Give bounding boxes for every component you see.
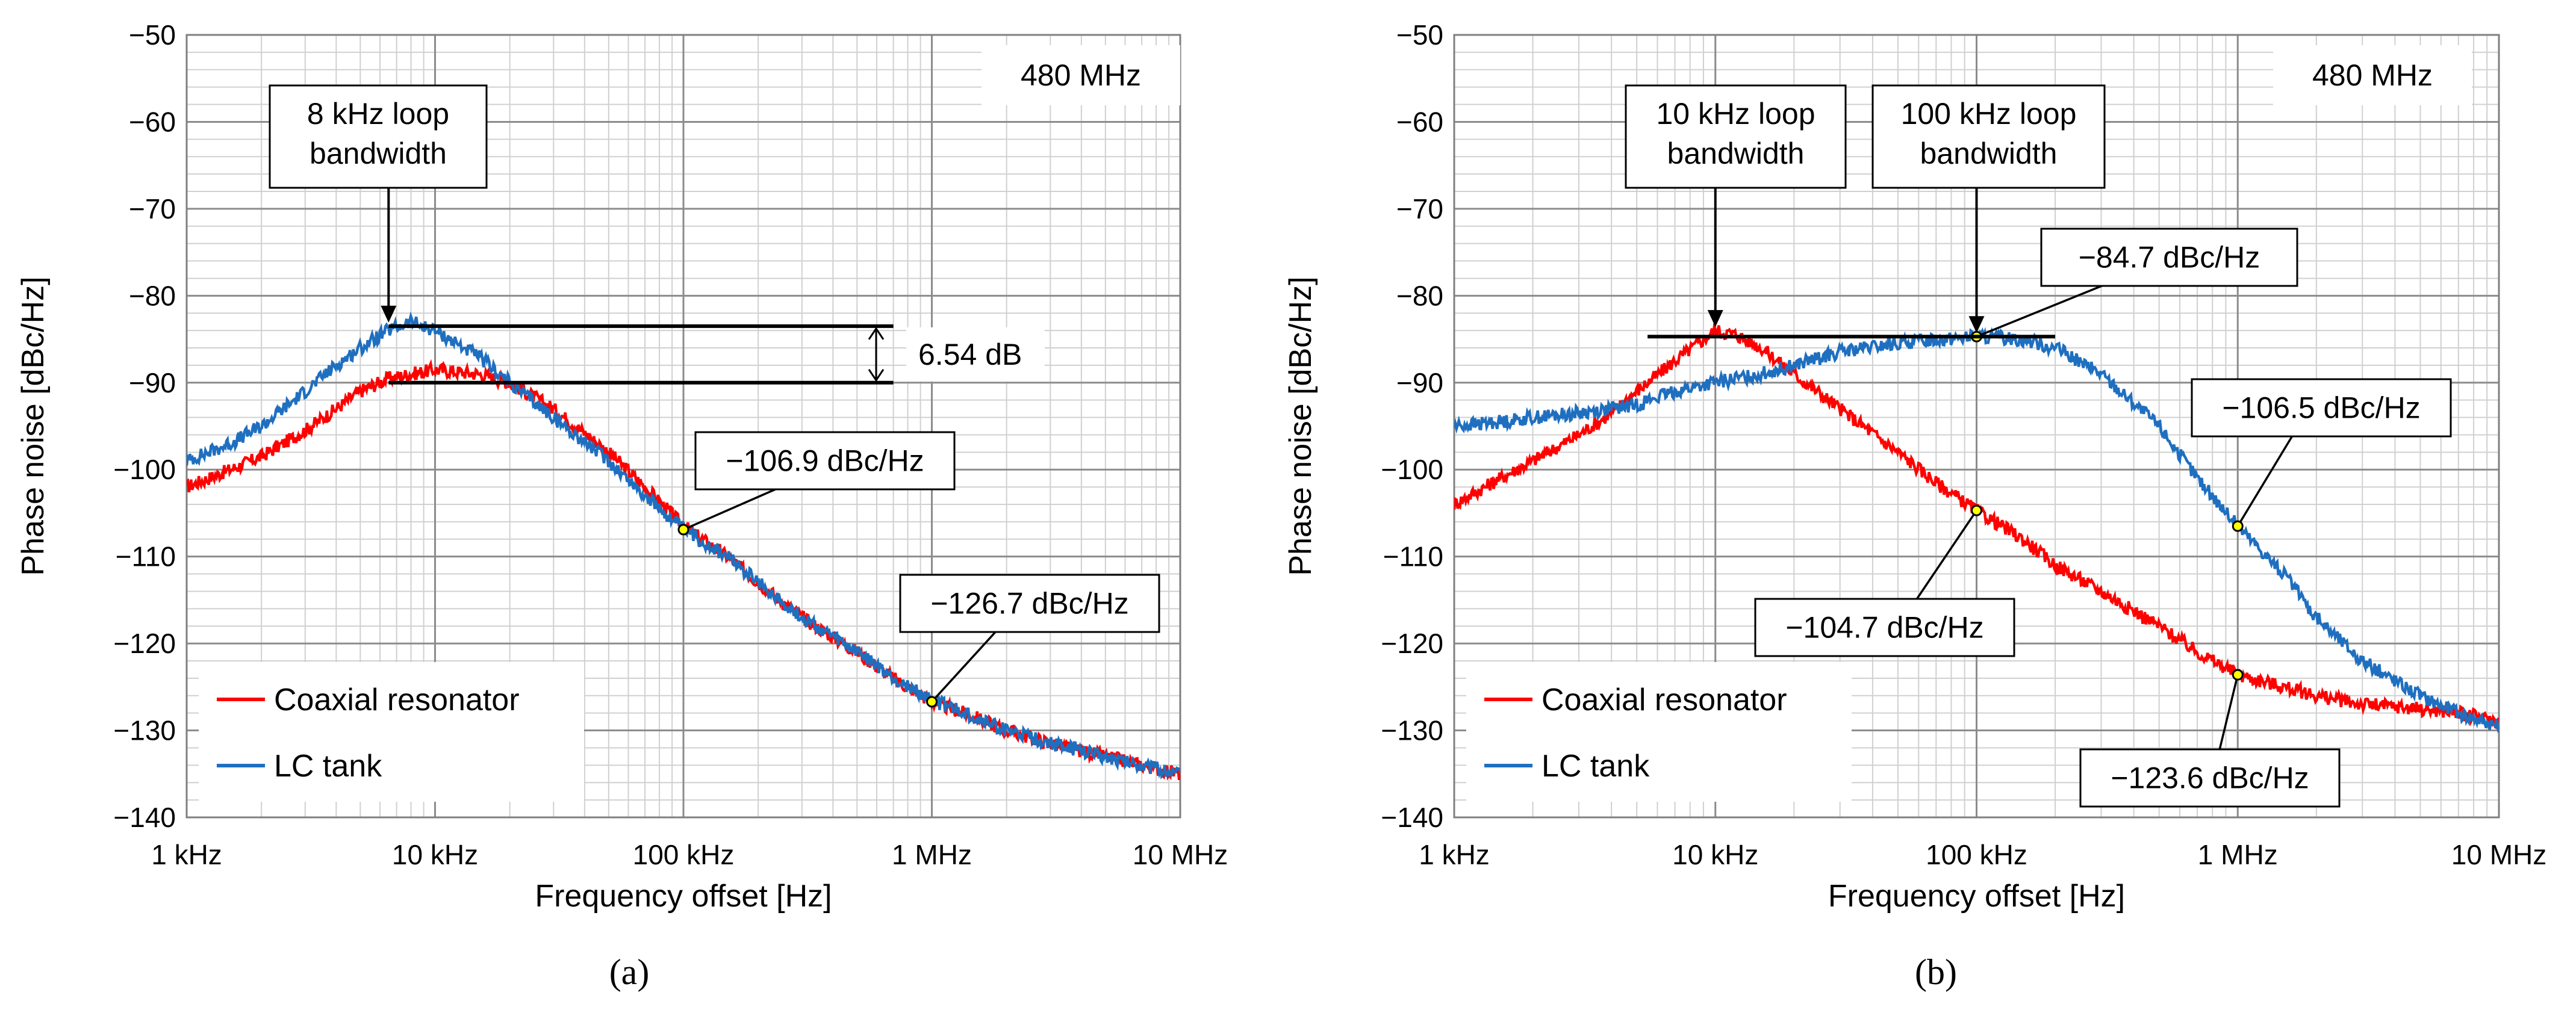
- annotations: 480 MHz 8 kHz loop bandwidth 6.54 dB −106.9 …: [269, 45, 1180, 708]
- annotation-arrowhead: [381, 305, 397, 323]
- dimension-arrowhead: [868, 327, 885, 340]
- dimension-arrowhead: [868, 368, 885, 382]
- y-tick-label: −120: [1381, 628, 1443, 659]
- y-tick-label: −130: [1381, 715, 1443, 746]
- y-tick-label: −140: [1381, 802, 1443, 833]
- frequency-label: 480 MHz: [2312, 58, 2433, 92]
- frequency-label-box: [982, 45, 1180, 105]
- annotation-text: −84.7 dBc/Hz: [2079, 241, 2260, 274]
- callout-leader: [931, 631, 997, 703]
- y-tick-label: −100: [113, 454, 176, 485]
- x-tick-label: 100 kHz: [633, 839, 735, 870]
- y-tick-label: −110: [116, 541, 176, 572]
- annotation-box: [899, 574, 1160, 633]
- chart-panel-a: −140 −130 −120 −110 −100 −90 −80 −70 −60 −50 1 kHz…: [16, 19, 1228, 992]
- y-tick-label: −70: [1396, 193, 1443, 225]
- annotation-text: bandwidth: [1667, 137, 1805, 170]
- legend-label: LC tank: [274, 749, 382, 784]
- y-tick-label: −50: [129, 19, 176, 51]
- dimension-label-bg: [906, 327, 1045, 382]
- y-tick-label: −100: [1381, 454, 1443, 485]
- plot-frame: [185, 34, 1181, 819]
- legend-background: [199, 662, 584, 802]
- y-axis-title: Phase noise [dBc/Hz]: [1283, 276, 1318, 575]
- annotation-text: bandwidth: [310, 137, 447, 170]
- annotation-box: [1754, 598, 2015, 657]
- annotation-box: [2079, 748, 2341, 808]
- annotation-box: [1625, 84, 1847, 189]
- annotations: 480 MHz 10 kHz loop bandwidth 100 kHz loop b…: [1625, 45, 2472, 808]
- y-tick-label: −60: [1396, 106, 1443, 137]
- y-tick-label: −80: [129, 280, 176, 311]
- annotation-box: [694, 431, 956, 491]
- callout-leader: [683, 488, 776, 531]
- x-tick-label: 10 kHz: [392, 839, 478, 870]
- annotation-text: −123.6 dBc/Hz: [2111, 761, 2309, 795]
- y-tick-label: −50: [1396, 19, 1443, 51]
- x-axis-title: Frequency offset [Hz]: [535, 879, 832, 914]
- legend: Coaxial resonator LC tank: [199, 662, 584, 802]
- x-tick-label: 100 kHz: [1926, 839, 2027, 870]
- y-tick-label: −80: [1396, 280, 1443, 311]
- callout-marker: [677, 524, 689, 536]
- annotation-text: 8 kHz loop: [307, 97, 449, 131]
- legend-label: LC tank: [1542, 749, 1650, 784]
- annotation-text: 10 kHz loop: [1656, 97, 1815, 131]
- annotation-box: [2191, 378, 2452, 438]
- x-axis-title: Frequency offset [Hz]: [1828, 879, 2125, 914]
- y-tick-label: −120: [113, 628, 176, 659]
- callout-marker: [2232, 669, 2244, 681]
- x-tick-label: 10 kHz: [1672, 839, 1758, 870]
- legend-label: Coaxial resonator: [274, 683, 520, 717]
- y-tick-label: −130: [113, 715, 176, 746]
- y-tick-label: −110: [1383, 541, 1443, 572]
- x-tick-label: 1 MHz: [2198, 839, 2278, 870]
- annotation-box: [2040, 228, 2298, 287]
- callout-leader: [2218, 674, 2239, 750]
- annotation-text: −104.7 dBc/Hz: [1785, 611, 1983, 645]
- annotation-arrowhead: [1707, 310, 1723, 327]
- callout-leader: [1915, 510, 1977, 599]
- panel-label: (b): [1915, 952, 1957, 992]
- callout-marker: [2232, 520, 2244, 532]
- legend-background: [1466, 662, 1852, 802]
- legend: Coaxial resonator LC tank: [1466, 662, 1852, 802]
- x-tick-label: 1 MHz: [892, 839, 972, 870]
- x-tick-label: 10 MHz: [1133, 839, 1228, 870]
- panel-label: (a): [609, 952, 650, 992]
- annotation-text: −126.7 dBc/Hz: [930, 587, 1128, 621]
- annotation-text: −106.9 dBc/Hz: [726, 444, 924, 478]
- frequency-label: 480 MHz: [1021, 58, 1141, 92]
- callout-leader: [1976, 285, 2103, 338]
- frequency-label-box: [2273, 45, 2472, 105]
- x-tick-label: 1 kHz: [1419, 839, 1490, 870]
- y-tick-label: −70: [129, 193, 176, 225]
- chart-panel-b: −140 −130 −120 −110 −100 −90 −80 −70 −60 −50 1 kHz…: [1283, 19, 2546, 992]
- callout-marker: [926, 696, 938, 708]
- y-tick-label: −140: [113, 802, 176, 833]
- legend-label: Coaxial resonator: [1542, 683, 1787, 717]
- x-tick-label: 10 MHz: [2451, 839, 2546, 870]
- annotation-box: [1871, 84, 2106, 189]
- annotation-text: −106.5 dBc/Hz: [2222, 391, 2420, 425]
- y-axis-title: Phase noise [dBc/Hz]: [16, 276, 51, 575]
- dimension-label: 6.54 dB: [918, 338, 1022, 371]
- y-tick-label: −90: [1396, 367, 1443, 398]
- annotation-text: bandwidth: [1920, 137, 2058, 170]
- y-tick-label: −90: [129, 367, 176, 398]
- x-tick-label: 1 kHz: [151, 839, 222, 870]
- annotation-text: 100 kHz loop: [1901, 97, 2077, 131]
- callout-marker: [1971, 504, 1982, 516]
- y-tick-label: −60: [129, 106, 176, 137]
- annotation-arrowhead: [1968, 316, 1985, 333]
- callout-leader: [2236, 436, 2293, 527]
- annotation-box: [269, 84, 488, 189]
- series-line-lc-tank: [187, 311, 1180, 780]
